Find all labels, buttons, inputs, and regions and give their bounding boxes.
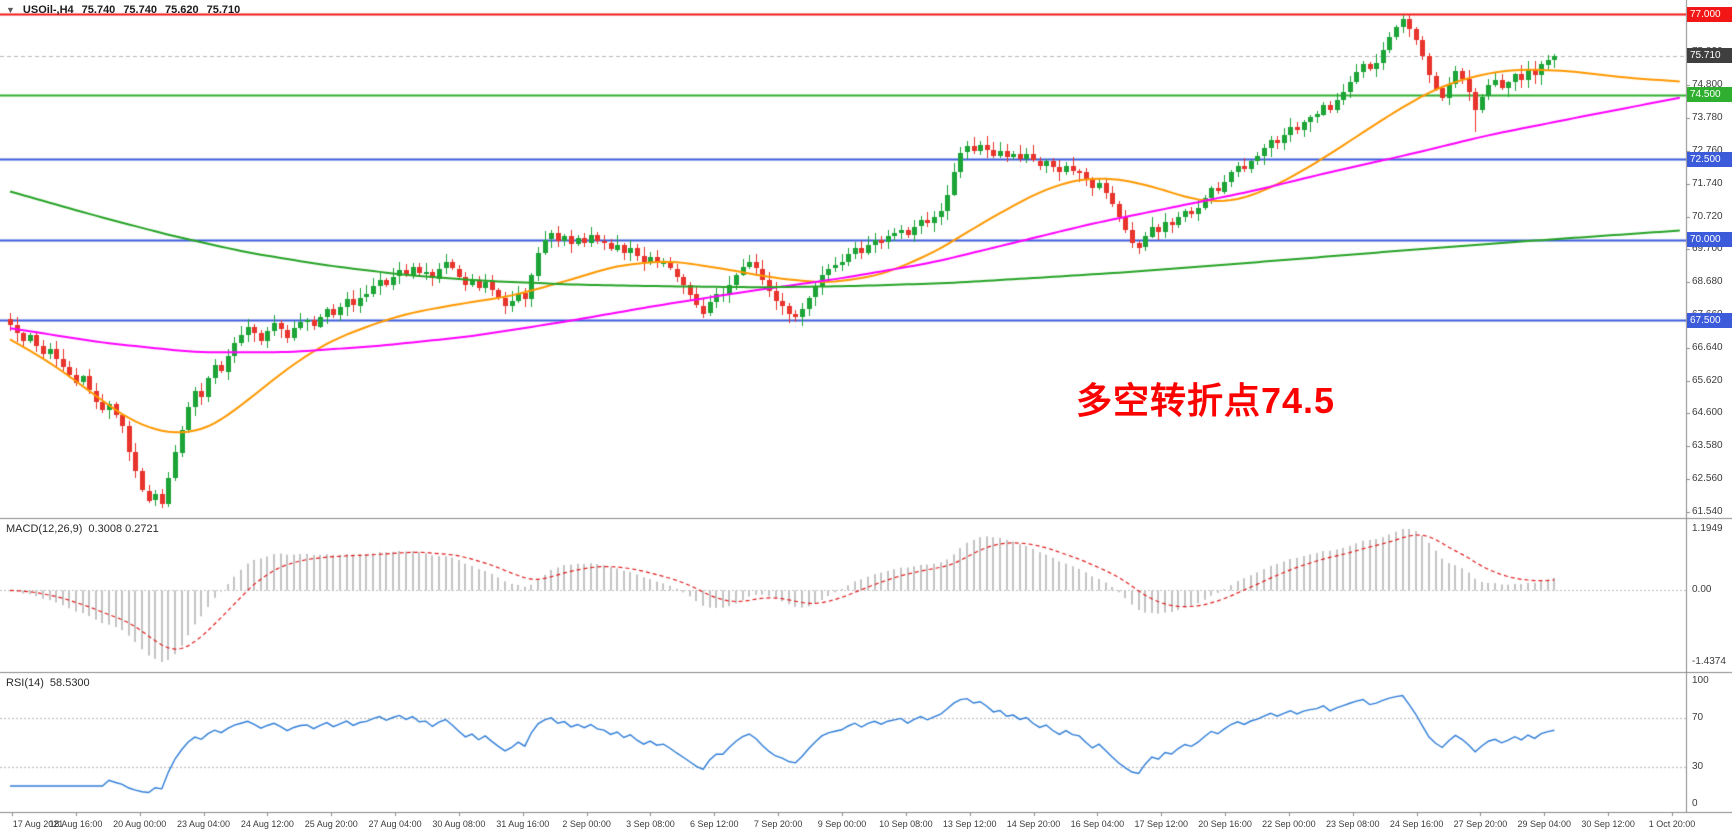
symbol-name: USOil-,H4 [22,4,74,16]
time-axis[interactable] [0,813,1732,840]
price-axis[interactable] [1686,0,1732,812]
macd-name: MACD(12,26,9) [6,523,83,535]
rsi-name: RSI(14) [6,677,44,689]
ohlc-high: 75.740 [123,4,157,16]
macd-values: 0.3008 0.2721 [88,523,159,535]
ohlc-close: 75.710 [206,4,241,16]
rsi-value: 58.5300 [49,677,90,689]
ohlc-open: 75.740 [81,4,116,16]
symbol-dropdown-icon[interactable]: ▼ [6,5,15,15]
macd-indicator-label: MACD(12,26,9) 0.3008 0.2721 [6,523,165,535]
symbol-ohlc-label: ▼ USOil-,H4 75.740 75.740 75.620 75.710 [6,4,240,16]
chart-annotation: 多空转折点74.5 [1076,380,1336,421]
rsi-indicator-label: RSI(14) 58.5300 [6,677,96,689]
ohlc-low: 75.620 [164,4,199,16]
